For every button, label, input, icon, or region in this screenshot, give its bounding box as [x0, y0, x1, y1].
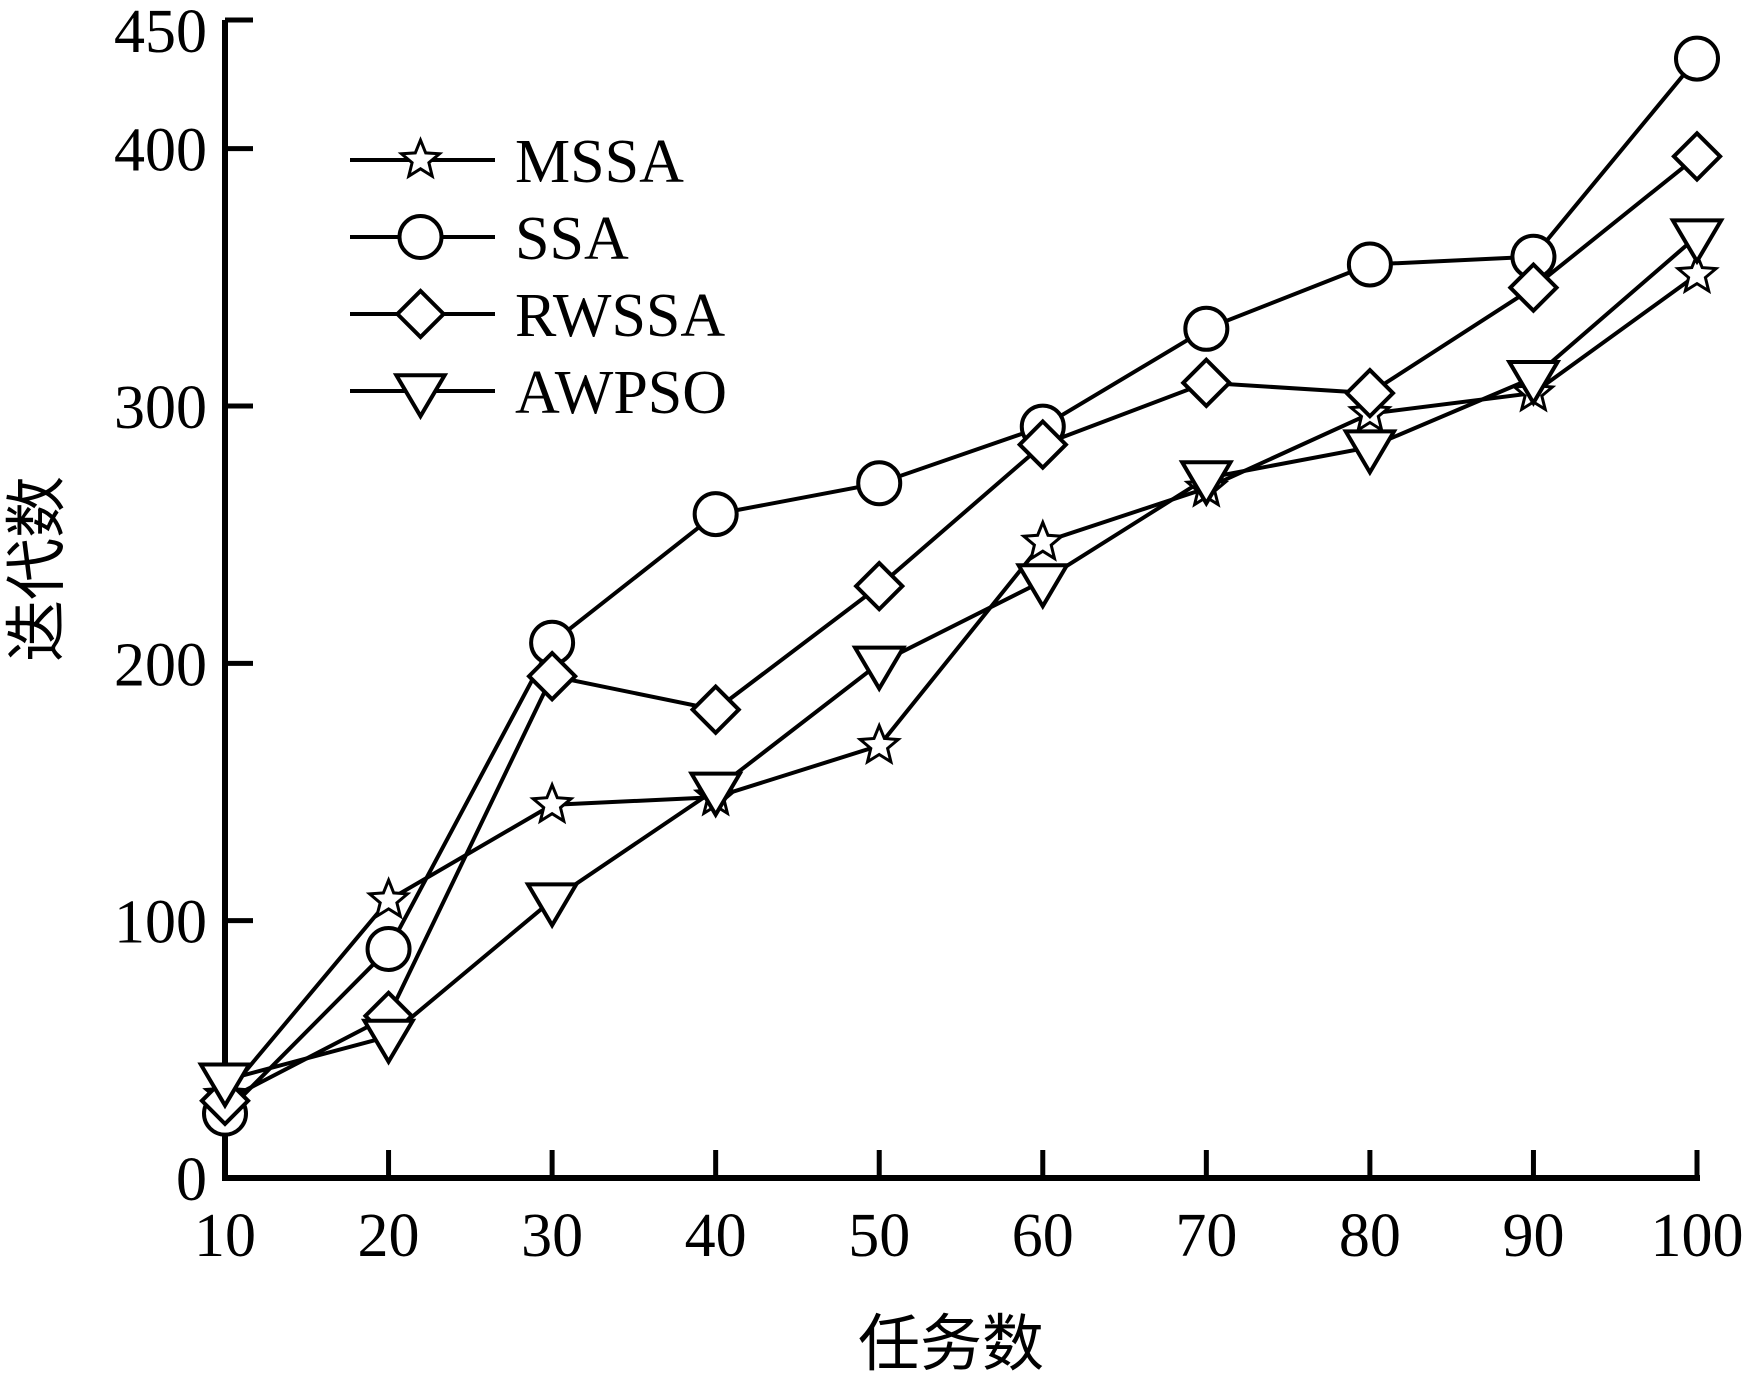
- data-point-awpso: [1505, 359, 1562, 407]
- data-point-rwssa: [526, 650, 579, 703]
- legend-marker-awpso: [392, 373, 449, 421]
- legend-marker-mssa: [397, 136, 444, 180]
- y-axis-title: 迭代数: [4, 476, 72, 662]
- data-point-rwssa: [1016, 418, 1069, 471]
- x-tick-label: 30: [521, 1202, 583, 1270]
- x-tick-label: 60: [1012, 1202, 1074, 1270]
- data-point-mssa: [529, 780, 575, 825]
- legend-label-rwssa: RWSSA: [515, 282, 725, 350]
- data-point-awpso: [851, 645, 907, 693]
- data-point-awpso: [1342, 429, 1398, 477]
- y-tick-label: 0: [176, 1146, 207, 1214]
- y-tick-label: 300: [114, 374, 207, 442]
- data-point-mssa: [365, 876, 412, 920]
- data-point-rwssa: [689, 683, 742, 736]
- y-tick-label: 200: [114, 631, 207, 699]
- y-tick-label: 100: [114, 889, 207, 957]
- legend-marker-ssa: [397, 214, 444, 260]
- axes: 0 100 200 300 400 450 10 20 30 40 50 60 70 80 90 100: [114, 0, 1744, 1270]
- series-line-rwssa: [224, 154, 1699, 1103]
- x-tick-label: 80: [1339, 1202, 1401, 1270]
- data-point-ssa: [365, 925, 412, 972]
- series-line-mssa: [223, 273, 1699, 1097]
- data-point-mssa: [1019, 518, 1066, 562]
- legend-label-awpso: AWPSO: [515, 359, 727, 427]
- data-point-mssa: [856, 721, 902, 766]
- data-point-awpso: [524, 882, 580, 930]
- data-point-ssa: [1346, 241, 1393, 288]
- data-point-rwssa: [1507, 261, 1560, 314]
- data-point-awpso: [688, 771, 744, 819]
- x-tick-label: 20: [358, 1202, 420, 1270]
- data-point-rwssa: [853, 560, 906, 613]
- legend-marker-rwssa: [394, 288, 447, 340]
- series-lines: [223, 57, 1699, 1116]
- data-point-mssa: [1674, 250, 1720, 295]
- data-point-ssa: [1183, 305, 1230, 352]
- y-tick-label: 450: [114, 0, 207, 66]
- data-point-rwssa: [1671, 130, 1723, 183]
- data-point-ssa: [692, 491, 739, 538]
- series-line-awpso: [224, 234, 1699, 1083]
- x-tick-label: 10: [194, 1202, 256, 1270]
- y-tick-label: 400: [114, 117, 207, 185]
- data-point-awpso: [1015, 563, 1071, 611]
- x-tick-label: 50: [848, 1202, 910, 1270]
- data-point-rwssa: [1343, 367, 1396, 420]
- x-tick-label: 40: [685, 1202, 747, 1270]
- data-point-awpso: [197, 1062, 253, 1110]
- series-line-ssa: [223, 57, 1699, 1116]
- series-markers: [197, 35, 1725, 1137]
- x-tick-label: 100: [1651, 1202, 1744, 1270]
- x-axis-title: 任务数: [858, 1311, 1044, 1379]
- x-tick-label: 90: [1502, 1202, 1564, 1270]
- data-point-rwssa: [1180, 356, 1233, 409]
- data-point-awpso: [1669, 218, 1725, 266]
- data-point-awpso: [360, 1018, 417, 1066]
- legend-label-mssa: MSSA: [515, 128, 684, 196]
- data-point-ssa: [856, 460, 903, 507]
- data-point-ssa: [1674, 35, 1720, 82]
- x-tick-label: 70: [1175, 1202, 1237, 1270]
- legend-label-ssa: SSA: [515, 205, 629, 273]
- legend: MSSA SSA RWSSA AWPSO: [350, 128, 727, 427]
- data-point-awpso: [1178, 460, 1234, 508]
